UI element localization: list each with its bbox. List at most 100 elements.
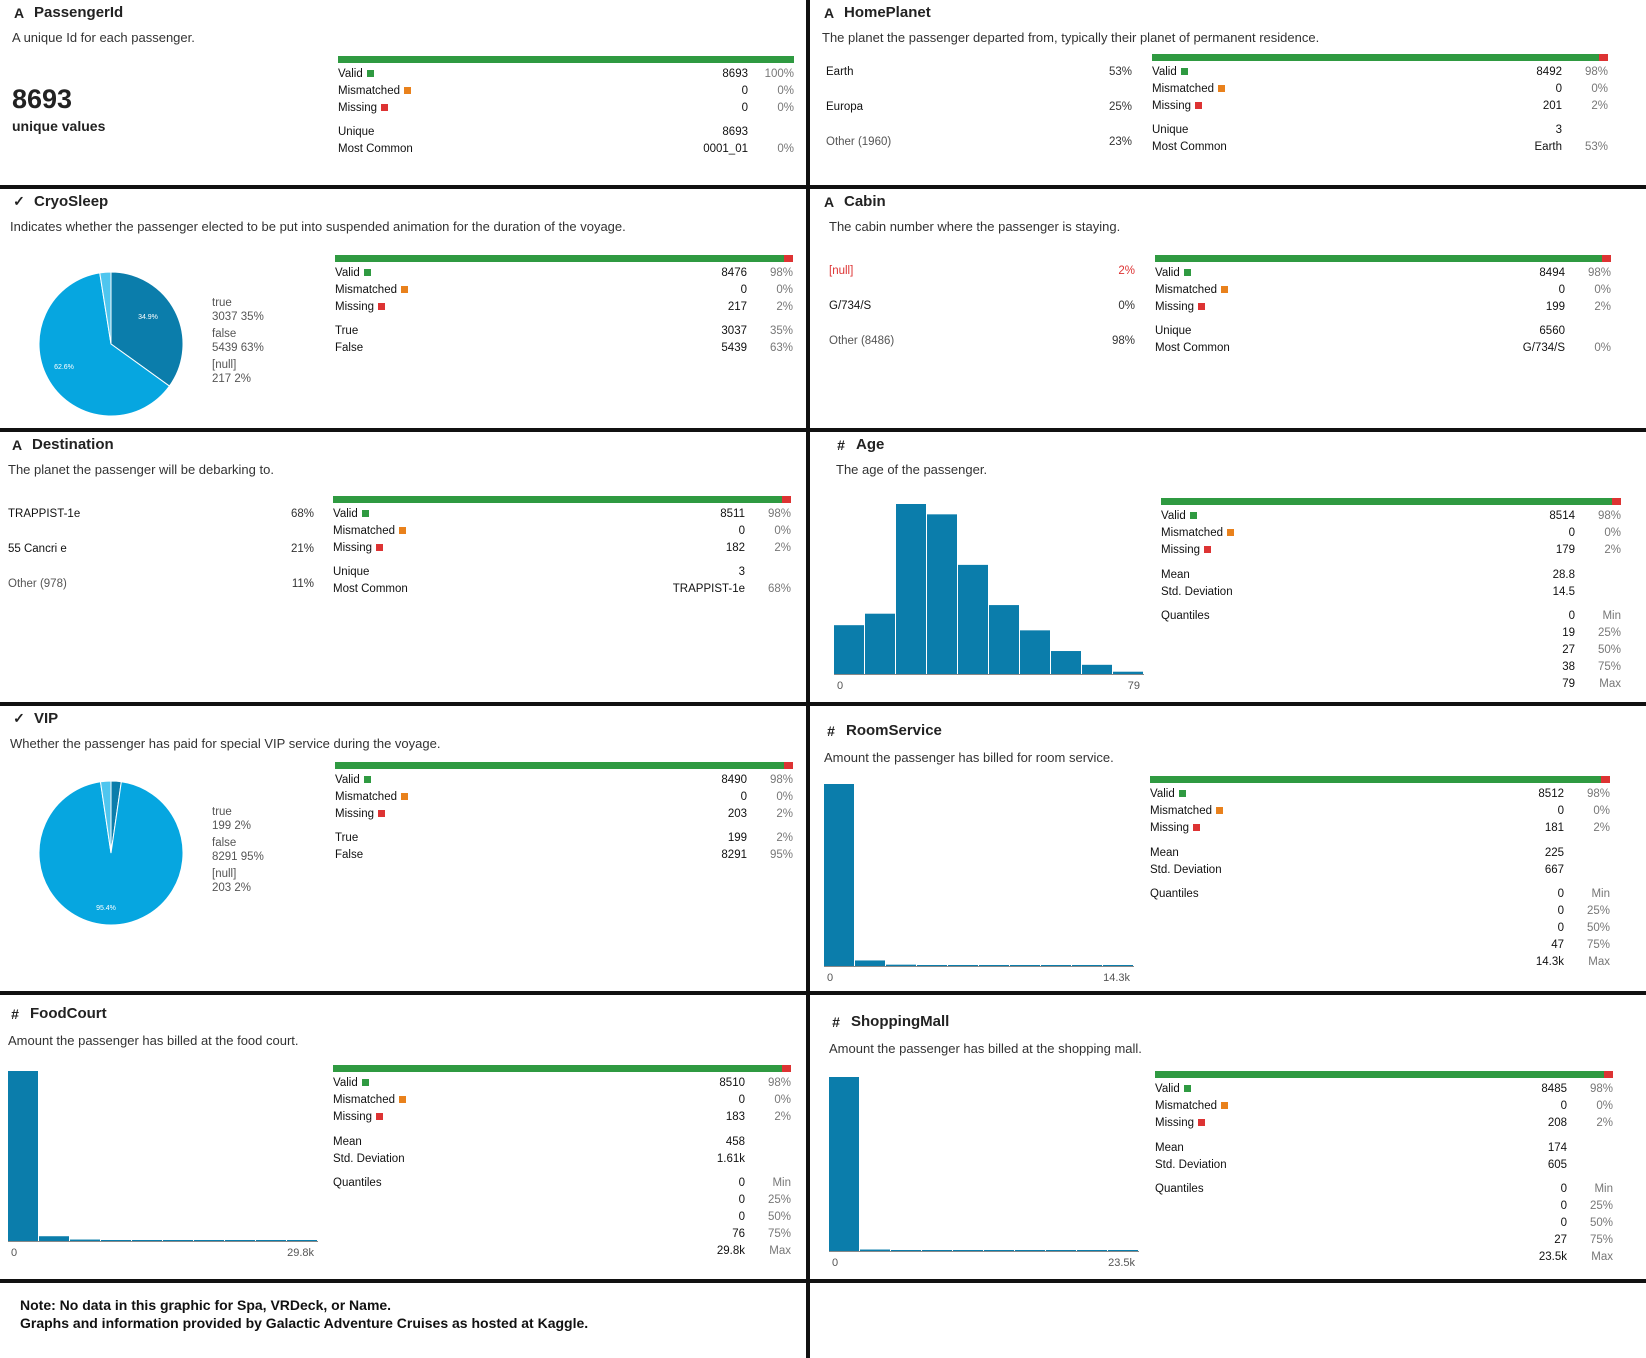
validity-bar (1150, 776, 1610, 783)
row-separator (810, 185, 1646, 189)
quantile-value: 76 (732, 1228, 745, 1240)
stats-panel: Valid 8492 98% Mismatched 0 0% Missing 201 2% Uni… (1152, 54, 1608, 179)
histogram-bar (70, 1239, 100, 1241)
column-header: A Cabin (822, 193, 886, 210)
missing-label: Missing (338, 102, 388, 114)
missing-percent: 2% (776, 301, 793, 313)
column-header: # Age (834, 436, 884, 453)
missing-value: 208 (1547, 1117, 1567, 1129)
false-count-value: 8291 (721, 849, 747, 861)
pie-slice (38, 781, 184, 926)
true-count-percent: 35% (769, 325, 793, 337)
category-percent: 68% (290, 508, 314, 520)
mismatched-swatch (399, 527, 406, 535)
column-title: Destination (32, 436, 114, 453)
quantile-label: 75% (1589, 1234, 1613, 1246)
missing-value: 0 (741, 102, 748, 114)
histogram-bar (1046, 1250, 1076, 1251)
mismatched-value: 0 (1557, 805, 1564, 817)
true-count-value: 199 (727, 832, 747, 844)
mismatched-percent: 0% (1594, 284, 1611, 296)
quantile-value: 47 (1551, 939, 1564, 951)
column-header: A PassengerId (12, 4, 123, 21)
valid-percent: 98% (1584, 66, 1608, 78)
missing-label-text: Missing (1150, 822, 1189, 834)
valid-value: 8510 (719, 1077, 745, 1089)
mismatched-swatch (404, 87, 411, 95)
column-header: # RoomService (824, 722, 942, 739)
most-common-percent: 0% (777, 143, 794, 155)
legend-value: 199 2% (212, 820, 252, 832)
histogram-bar (824, 784, 854, 966)
mismatched-percent: 0% (1604, 527, 1621, 539)
missing-value: 182 (725, 542, 745, 554)
quantile-label: 50% (1586, 922, 1610, 934)
column-description: Amount the passenger has billed for room… (824, 750, 1114, 765)
valid-label: Valid (1155, 267, 1191, 279)
valid-label-text: Valid (335, 774, 360, 786)
most-common-value: Earth (1534, 141, 1563, 153)
histogram: 0 14.3k (824, 784, 1134, 984)
stats-panel: Valid 8494 98% Mismatched 0 0% Missing 199 2% Uni… (1155, 255, 1611, 380)
quantile-value: 0 (1557, 922, 1564, 934)
missing-label: Missing (1161, 544, 1211, 556)
quantiles-label: Quantiles (1155, 1183, 1204, 1195)
std-deviation-label-text: Std. Deviation (333, 1153, 405, 1165)
valid-label: Valid (1152, 66, 1188, 78)
valid-label-text: Valid (333, 1077, 358, 1089)
missing-label: Missing (335, 808, 385, 820)
column-title: VIP (34, 710, 59, 727)
pie-slice-label: 34.9% (138, 314, 158, 321)
legend-value: 203 2% (212, 882, 252, 894)
mean-value: 174 (1547, 1142, 1567, 1154)
histogram-bar (1077, 1250, 1107, 1251)
quantile-label: Min (1591, 888, 1610, 900)
quantile-label: Min (1594, 1183, 1613, 1195)
valid-swatch (1183, 1085, 1191, 1093)
mean-label: Mean (333, 1136, 362, 1148)
most-common-value: 0001_01 (703, 143, 748, 155)
quantile-value: 0 (738, 1194, 745, 1206)
category-label: Earth (826, 66, 854, 78)
mismatched-swatch (401, 286, 408, 294)
validity-bar (338, 56, 794, 63)
missing-percent: 2% (774, 1111, 791, 1123)
valid-label: Valid (333, 508, 369, 520)
false-count-value: 5439 (721, 342, 747, 354)
text-type-icon: A (13, 4, 25, 21)
pie-slice (38, 272, 171, 417)
missing-value: 199 (1545, 301, 1565, 313)
card-age: # Age The age of the passenger. 0 79 Vali… (810, 432, 1646, 702)
column-description: The planet the passenger departed from, … (822, 30, 1320, 45)
mismatched-label-text: Mismatched (1155, 284, 1217, 296)
category-percent: 2% (1118, 265, 1135, 277)
histogram-bar (886, 964, 916, 966)
mismatched-percent: 0% (774, 1094, 791, 1106)
category-label: [null] (829, 265, 854, 277)
vertical-separator (806, 0, 810, 1358)
valid-label: Valid (335, 267, 371, 279)
unique-label: Unique (338, 126, 374, 138)
unique-count-label: unique values (12, 118, 106, 134)
histogram-bar (1113, 671, 1143, 674)
card-homeplanet: A HomePlanet The planet the passenger de… (810, 0, 1646, 185)
mismatched-label: Mismatched (1152, 83, 1225, 95)
category-percent: 23% (1108, 136, 1132, 148)
missing-swatch (375, 1113, 383, 1121)
histogram-bar (855, 960, 885, 966)
valid-percent: 98% (1597, 510, 1621, 522)
column-description: The cabin number where the passenger is … (829, 219, 1121, 234)
quantile-label: 50% (1597, 644, 1621, 656)
card-destination: A Destination The planet the passenger w… (0, 432, 806, 702)
x-axis-max-label: 23.5k (1108, 1257, 1135, 1269)
category-list: Earth 53% Europa 25% Other (1960) 23% (826, 66, 1132, 166)
quantile-label: 25% (1586, 905, 1610, 917)
quantile-label: 25% (1589, 1200, 1613, 1212)
row-separator (0, 185, 806, 189)
valid-value: 8514 (1549, 510, 1575, 522)
missing-segment (1600, 776, 1610, 783)
mismatched-label-text: Mismatched (333, 1094, 395, 1106)
quantiles-label: Quantiles (1161, 610, 1210, 622)
missing-segment (781, 496, 791, 503)
histogram-bar (896, 504, 926, 674)
